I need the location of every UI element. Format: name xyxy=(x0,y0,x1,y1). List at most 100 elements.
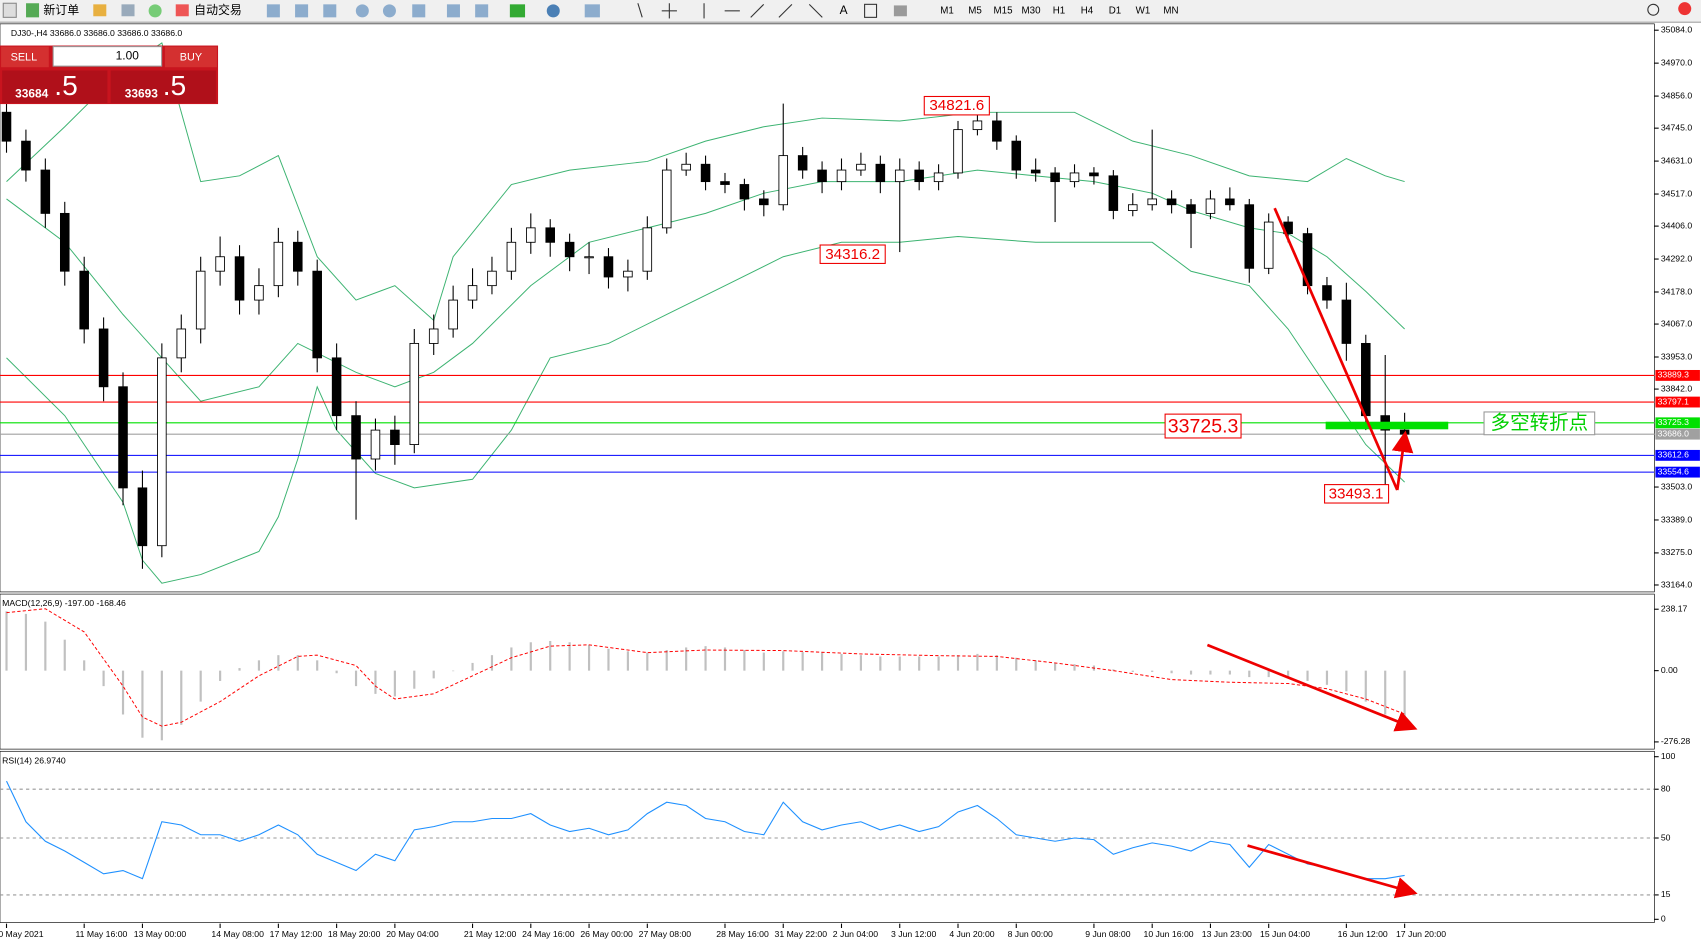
x-tick-label: 15 Jun 04:00 xyxy=(1260,929,1310,939)
candle-body xyxy=(21,140,31,171)
macd-bar xyxy=(432,670,435,679)
candle-body xyxy=(1050,172,1060,183)
icon[interactable] xyxy=(509,4,526,18)
timeframe[interactable]: H4 xyxy=(1081,5,1094,16)
rsi-divergence-arrow xyxy=(1247,844,1418,899)
price-level-label: 33686.0 xyxy=(1658,428,1689,438)
macd-bar xyxy=(141,670,144,738)
macd-bar xyxy=(1403,670,1406,722)
label-tool[interactable] xyxy=(864,3,878,18)
y-tick-label: 33953.0 xyxy=(1661,351,1692,361)
trendline-tool[interactable] xyxy=(750,3,765,18)
timeframe[interactable]: M1 xyxy=(940,5,954,16)
macd-bar xyxy=(1073,664,1076,671)
icon[interactable] xyxy=(355,4,369,18)
x-tick-label: 13 May 00:00 xyxy=(134,929,187,939)
icon[interactable] xyxy=(475,4,489,18)
price-level-tag xyxy=(1655,466,1700,478)
cursor-tool[interactable] xyxy=(637,3,643,18)
x-tick-label: 18 May 20:00 xyxy=(328,929,381,939)
macd-bar xyxy=(918,656,921,671)
sell-price-box[interactable] xyxy=(2,70,108,103)
macd-bar xyxy=(1112,669,1115,671)
buy-price-box[interactable] xyxy=(110,70,216,103)
macd-bar xyxy=(995,655,998,671)
candle-body xyxy=(1399,429,1410,435)
lot-input[interactable] xyxy=(52,46,163,67)
timeframe[interactable]: D1 xyxy=(1109,5,1121,16)
macd-bar xyxy=(44,621,47,671)
macd-bar xyxy=(102,670,105,687)
macd-bar xyxy=(121,670,125,715)
icon[interactable] xyxy=(412,4,426,18)
buy-button[interactable] xyxy=(164,46,217,68)
candle-body xyxy=(234,256,245,301)
timeframe[interactable]: M15 xyxy=(994,5,1014,16)
candle-body xyxy=(1011,140,1022,171)
candle-body xyxy=(526,227,536,243)
annotation-box xyxy=(1164,413,1242,439)
annotation-box xyxy=(819,244,886,264)
icon[interactable] xyxy=(148,4,162,18)
search[interactable] xyxy=(1647,3,1660,16)
timeframe[interactable]: M30 xyxy=(1022,5,1042,16)
x-tick-label: 2 Jun 04:00 xyxy=(833,929,878,939)
icon[interactable] xyxy=(546,4,560,18)
candle-body xyxy=(797,155,808,171)
macd-bar xyxy=(1345,670,1348,692)
icon[interactable] xyxy=(266,4,280,18)
macd-bar xyxy=(859,655,862,671)
candle-body xyxy=(1361,342,1371,417)
annotation: 34316.2 xyxy=(825,246,880,263)
candle-body xyxy=(40,169,51,214)
y-tick-label: 50 xyxy=(1661,832,1671,842)
notifications[interactable] xyxy=(1678,2,1692,16)
candle-body xyxy=(817,169,827,183)
candle-body xyxy=(564,241,575,258)
arrow-tool[interactable] xyxy=(893,5,907,17)
chart-title: DJ30-,H4 33686.0 33686.0 33686.0 33686.0 xyxy=(11,28,183,38)
x-tick-label: 20 May 04:00 xyxy=(386,929,439,939)
icon[interactable] xyxy=(93,4,107,17)
fibo-tool[interactable] xyxy=(808,3,823,18)
icon[interactable] xyxy=(2,2,17,18)
icon[interactable] xyxy=(323,4,337,18)
icon[interactable] xyxy=(446,4,460,18)
channel-tool[interactable] xyxy=(778,3,793,18)
timeframe[interactable]: W1 xyxy=(1136,5,1151,16)
buy-label[interactable]: BUY xyxy=(180,51,202,63)
text-tool[interactable]: A xyxy=(840,3,848,17)
y-tick-label: 0 xyxy=(1661,914,1666,924)
macd-bar xyxy=(1209,670,1212,675)
icon[interactable] xyxy=(121,4,135,17)
candle-body xyxy=(254,285,264,301)
auto-trading[interactable]: 自动交易 xyxy=(194,3,242,17)
buy-price: 33693 xyxy=(125,86,158,100)
candle-body xyxy=(1225,198,1235,206)
candle-body xyxy=(448,299,458,330)
timeframe[interactable]: H1 xyxy=(1053,5,1065,16)
icon[interactable] xyxy=(382,4,396,18)
one-click-trading: SELL 1.00 BUY 33684 .5 33693 .5 xyxy=(0,45,219,105)
candle-body xyxy=(856,163,866,171)
annotation-box xyxy=(1324,484,1390,504)
macd-bar xyxy=(5,611,8,671)
macd-bar xyxy=(762,652,765,671)
new-order-icon[interactable] xyxy=(26,3,40,18)
timeframe[interactable]: MN xyxy=(1163,5,1178,16)
x-tick-label: 16 Jun 12:00 xyxy=(1338,929,1388,939)
candle-body xyxy=(720,181,730,185)
sell-button[interactable] xyxy=(1,46,49,68)
annotation: 33725.3 xyxy=(1168,415,1239,437)
timeframe[interactable]: M5 xyxy=(968,5,982,16)
icon[interactable] xyxy=(584,4,600,18)
macd-bar xyxy=(199,670,202,702)
candle-body xyxy=(118,386,128,489)
lot-size[interactable]: 1.00 xyxy=(116,49,140,63)
icon[interactable] xyxy=(295,4,309,18)
sell-label[interactable]: SELL xyxy=(11,51,38,63)
new-order[interactable]: 新订单 xyxy=(43,3,79,17)
auto-trading-icon[interactable] xyxy=(175,4,189,17)
candle-body xyxy=(409,342,420,445)
